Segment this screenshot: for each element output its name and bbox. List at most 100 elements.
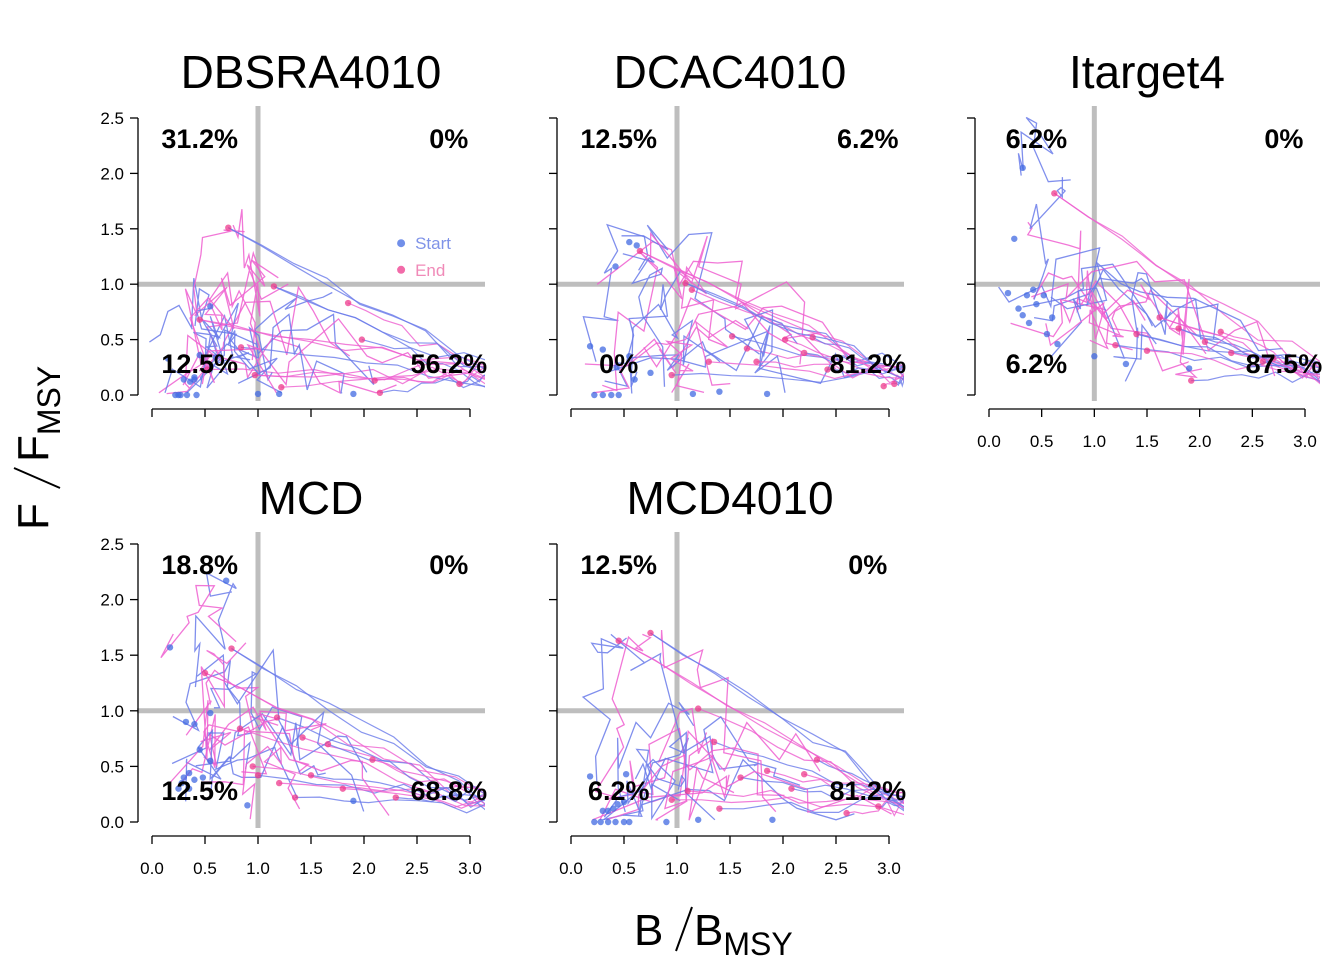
end-point	[716, 805, 723, 812]
end-point	[737, 774, 744, 781]
start-point	[191, 776, 198, 783]
trajectory-line	[237, 313, 345, 394]
x-label-slash	[675, 906, 693, 952]
data-points	[586, 629, 882, 826]
trajectories	[581, 629, 904, 821]
end-point	[668, 371, 675, 379]
quadrant-top-left: 31.2%	[161, 124, 238, 154]
trajectory-line	[622, 758, 681, 821]
trajectory-line	[594, 633, 652, 799]
x-label-denominator-sub: MSY	[723, 926, 792, 960]
trajectory-line	[618, 640, 904, 809]
end-point	[344, 299, 352, 307]
trajectory-line	[342, 788, 485, 809]
x-tick-label: 1.5	[1135, 432, 1159, 451]
trajectory-line	[685, 282, 904, 375]
start-point	[599, 391, 606, 399]
y-tick-label: 0.0	[100, 386, 124, 405]
y-tick-label: 2.5	[100, 109, 124, 128]
end-point	[392, 794, 399, 801]
end-point	[728, 333, 736, 340]
quadrant-bottom-right: 81.2%	[830, 349, 907, 379]
x-label-denominator: BMSY	[694, 906, 793, 960]
start-point	[1043, 330, 1051, 338]
trajectory-line	[228, 227, 485, 368]
trajectory-line	[168, 642, 247, 785]
start-point	[1185, 365, 1193, 372]
trajectory-line	[630, 303, 721, 388]
y-tick-label: 2.5	[100, 535, 124, 554]
x-tick-label: 2.0	[1188, 432, 1212, 451]
end-point	[763, 767, 771, 775]
trajectory-line	[231, 647, 485, 795]
trajectory-line	[310, 774, 485, 805]
start-point	[586, 773, 594, 780]
start-point	[276, 390, 283, 398]
panel-title: DBSRA4010	[181, 46, 442, 98]
start-point	[164, 355, 172, 362]
x-tick-label: 2.0	[771, 859, 795, 878]
x-tick-label: 1.5	[718, 859, 742, 878]
end-point	[376, 389, 384, 396]
start-point	[695, 816, 702, 823]
panel-title: Itarget4	[1069, 46, 1225, 98]
y-tick-label: 2.0	[100, 164, 124, 183]
y-tick-label: 2.0	[100, 591, 124, 610]
quadrant-bottom-left: 6.2%	[588, 776, 650, 806]
trajectory-line	[232, 209, 277, 394]
y-tick-label: 0.0	[100, 813, 124, 832]
trajectory-line	[1010, 298, 1190, 372]
start-point	[199, 774, 207, 781]
start-point	[254, 390, 262, 398]
axes	[130, 117, 471, 417]
axes	[549, 117, 890, 417]
start-point	[586, 343, 594, 350]
y-label-denominator: FMSY	[9, 366, 67, 462]
end-point	[456, 380, 463, 388]
start-point	[1030, 286, 1037, 293]
trajectory-line	[625, 727, 785, 797]
end-point	[324, 740, 332, 748]
axes	[967, 117, 1306, 417]
trajectory-line	[649, 231, 837, 370]
quadrant-top-right: 0%	[429, 124, 468, 154]
trajectory-line	[740, 776, 904, 808]
reference-lines	[556, 106, 904, 401]
panel-title: DCAC4010	[614, 46, 847, 98]
start-point	[193, 391, 200, 399]
x-tick-label: 2.5	[824, 859, 848, 878]
trajectory-line	[459, 374, 485, 385]
end-point	[801, 770, 808, 778]
start-point	[175, 391, 182, 399]
start-point	[1122, 360, 1130, 368]
trajectory-line	[581, 637, 627, 784]
panel-mcd: MCD 0.0 0.5 1.0 1.5 2.0 2.5 0.0 0.5 1.0 1.5 2.0 2.5 3…	[100, 472, 487, 878]
end-point	[203, 366, 211, 373]
end-point	[251, 371, 259, 379]
trajectory-line	[592, 319, 749, 394]
end-point	[307, 772, 315, 779]
trajectory-line	[182, 259, 279, 386]
end-point	[880, 382, 887, 390]
end-point	[788, 785, 795, 792]
end-point	[615, 637, 622, 644]
quadrant-bottom-left: 0%	[599, 349, 638, 379]
start-point	[1040, 292, 1047, 299]
end-point	[276, 779, 283, 787]
trajectory-line	[639, 250, 904, 373]
start-point	[599, 346, 606, 353]
x-tick-label: 3.0	[877, 859, 901, 878]
start-point	[612, 818, 619, 826]
trajectory-line	[1045, 284, 1207, 355]
trajectory-line	[1220, 331, 1320, 372]
x-tick-label: 0.0	[559, 859, 583, 878]
trajectory-line	[610, 633, 716, 821]
start-point	[614, 801, 621, 808]
legend-start-label: Start	[415, 234, 451, 253]
trajectory-line	[602, 758, 855, 821]
x-label-denominator-main: B	[694, 906, 723, 955]
trajectory-line	[756, 361, 904, 379]
trajectory-line	[186, 313, 375, 394]
trajectory-line	[743, 309, 786, 393]
data-points	[164, 224, 463, 399]
